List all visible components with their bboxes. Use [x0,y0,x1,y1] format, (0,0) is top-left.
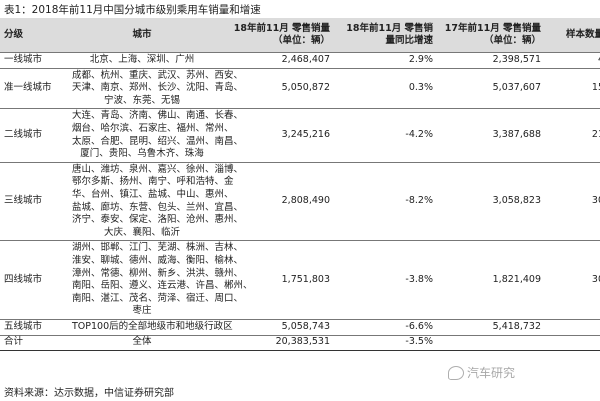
cell-yoy: -3.8% [334,240,437,320]
total-sales-2017 [437,334,545,351]
city-line: 淮安、聊城、德州、威海、衡阳、榆林、 [72,254,244,266]
city-line: 南阳、湛江、茂名、菏泽、宿迁、周口、 [72,292,244,304]
header-sample-count: 样本数量 [545,18,600,53]
city-line: 天津、南京、郑州、长沙、沈阳、青岛、 [72,82,244,94]
cell-sales-2017: 5,418,732 [437,318,545,336]
cell-tier: 三线城市 [0,161,68,241]
cell-sales-2017: 3,387,688 [437,108,545,163]
sales-table: 分级 城市 18年前11月 零售销量（单位：辆） 18年前11月 零售销量同比增… [0,18,600,351]
cell-sample-count: 4 [545,52,600,69]
city-line: 唐山、潍坊、泉州、嘉兴、徐州、淄博、 [72,163,244,175]
cell-sales-2018: 1,751,803 [216,240,334,320]
watermark-text: 汽车研究 [467,366,516,380]
cell-cities: 北京、上海、深圳、广州 [68,52,216,69]
table-row: 五线城市 TOP100后的全部地级市和地级行政区 5,058,743 -6.6% 5,4… [0,318,600,336]
cell-cities: TOP100后的全部地级市和地级行政区 [68,318,233,336]
city-line: 湖州、邯郸、江门、芜湖、株洲、吉林、 [72,242,244,254]
table-row: 三线城市 唐山、潍坊、泉州、嘉兴、徐州、淄博、 鄂尔多斯、扬州、南宁、呼和浩特、金华… [0,161,600,241]
cell-tier: 准一线城市 [0,67,68,109]
cell-cities: 大连、青岛、济南、佛山、南通、长春、 烟台、哈尔滨、石家庄、福州、常州、 太原、合肥… [68,108,244,163]
header-sales-2017: 17年前11月 零售销量（单位：辆） [437,18,545,53]
cell-yoy: -4.2% [334,108,437,163]
city-line: 济宁、泰安、保定、洛阳、沧州、惠州、 [72,214,244,226]
city-line: 华、台州、镇江、盐城、中山、惠州、 [72,188,234,200]
cell-sales-2017: 3,058,823 [437,161,545,241]
header-tier: 分级 [0,18,68,53]
cell-sample-count: 30 [545,161,600,241]
city-line: TOP100后的全部地级市和地级行政区 [72,320,233,332]
city-line: 枣庄 [132,305,152,317]
cell-sales-2017: 1,821,409 [437,240,545,320]
total-cities: 全体 [68,334,216,351]
header-sales-2018: 18年前11月 零售销量（单位：辆） [216,18,334,53]
cell-yoy: 2.9% [334,52,437,69]
cell-sample-count: 15 [545,67,600,109]
table-row: 准一线城市 成都、杭州、重庆、武汉、苏州、西安、 天津、南京、郑州、长沙、沈阳、青岛… [0,67,600,109]
cell-sales-2017: 2,398,571 [437,52,545,69]
cell-sample-count: 21 [545,108,600,163]
city-line: 北京、上海、深圳、广州 [89,54,195,65]
cell-tier: 一线城市 [0,52,68,69]
cell-sales-2018: 2,468,407 [216,52,334,69]
cell-cities: 湖州、邯郸、江门、芜湖、株洲、吉林、 淮安、聊城、德州、威海、衡阳、榆林、 漳州、常… [68,240,253,320]
city-line: 大庆、襄阳、临沂 [103,226,180,238]
cell-tier: 四线城市 [0,240,68,320]
cell-sales-2018: 5,058,743 [216,318,334,336]
header-cities: 城市 [68,18,216,53]
cell-sample-count [545,318,600,336]
cell-yoy: 0.3% [334,67,437,109]
cell-sales-2018: 5,050,872 [216,67,334,109]
cell-sales-2018: 2,808,490 [216,161,334,241]
cell-tier: 二线城市 [0,108,68,163]
table-row: 二线城市 大连、青岛、济南、佛山、南通、长春、 烟台、哈尔滨、石家庄、福州、常州、太… [0,108,600,163]
city-line: 厦门、贵阳、乌鲁木齐、珠海 [80,148,204,160]
watermark: 汽车研究 [448,364,515,381]
total-label: 合计 [0,334,68,351]
header-yoy: 18年前11月 零售销量同比增速 [334,18,437,53]
city-line: 漳州、常德、柳州、新乡、洪洪、赣州、 [72,267,244,279]
cell-cities: 唐山、潍坊、泉州、嘉兴、徐州、淄博、 鄂尔多斯、扬州、南宁、呼和浩特、金 华、台州、… [68,161,244,241]
header-row: 分级 城市 18年前11月 零售销量（单位：辆） 18年前11月 零售销量同比增… [0,18,600,53]
cell-yoy: -6.6% [334,318,437,336]
city-line: 烟台、哈尔滨、石家庄、福州、常州、 [72,122,234,134]
cell-sales-2018: 3,245,216 [216,108,334,163]
city-line: 盐城、廊坊、东营、包头、兰州、宜昌、 [72,201,244,213]
total-row: 合计 全体 20,383,531 -3.5% [0,334,600,351]
total-sample-count [545,334,600,351]
city-line: 鄂尔多斯、扬州、南宁、呼和浩特、金 [72,176,234,188]
cell-tier: 五线城市 [0,318,68,336]
table-row: 四线城市 湖州、邯郸、江门、芜湖、株洲、吉林、 淮安、聊城、德州、威海、衡阳、榆林、… [0,240,600,320]
cell-yoy: -8.2% [334,161,437,241]
cell-cities: 成都、杭州、重庆、武汉、苏州、西安、 天津、南京、郑州、长沙、沈阳、青岛、 宁波、东… [68,67,244,109]
city-line: 宁波、东莞、无锡 [103,94,180,106]
city-line: 太原、合肥、昆明、绍兴、温州、南昌、 [72,135,244,147]
source-note: 资料来源：达示数据，中信证券研究部 [4,388,174,399]
total-yoy: -3.5% [334,334,437,351]
cell-sales-2017: 5,037,607 [437,67,545,109]
table-title: 表1：2018年前11月中国分城市级别乘用车销量和增速 [4,4,261,16]
wechat-icon [448,365,464,380]
cell-sample-count: 30 [545,240,600,320]
city-line: 成都、杭州、重庆、武汉、苏州、西安、 [72,69,244,81]
total-sales-2018: 20,383,531 [216,334,334,351]
city-line: 大连、青岛、济南、佛山、南通、长春、 [72,110,244,122]
city-line: 南阳、岳阳、遵义、连云港、许昌、郴州、 [72,280,253,292]
